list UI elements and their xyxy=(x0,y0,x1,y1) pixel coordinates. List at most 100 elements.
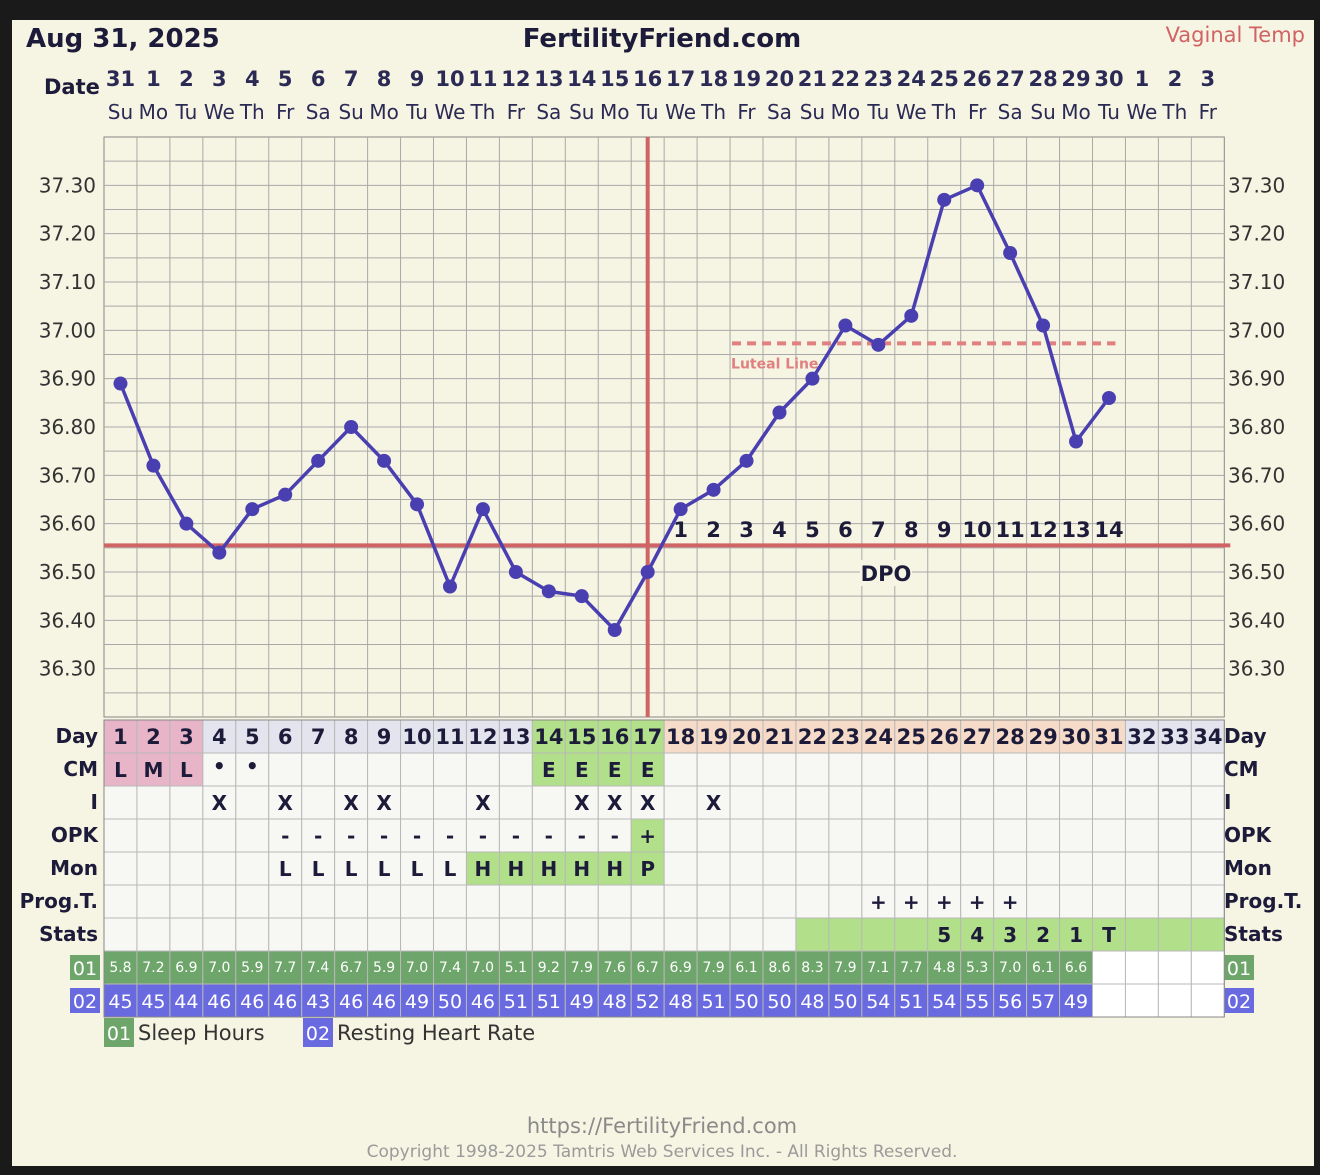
mon-cell xyxy=(828,851,863,886)
day-value: 5 xyxy=(245,725,260,749)
mon-cell xyxy=(1092,851,1126,886)
weekday-label: Su xyxy=(108,100,133,124)
hr-value: 46 xyxy=(207,991,231,1013)
opk-value: - xyxy=(446,824,454,848)
opk-cell xyxy=(696,818,731,853)
temp-point xyxy=(442,579,457,594)
stats-cell xyxy=(235,917,270,952)
mon-cell xyxy=(103,851,138,886)
cm-row-label-left: CM xyxy=(63,757,98,781)
y-tick-right: 36.60 xyxy=(1228,512,1285,536)
sleep-value: 7.0 xyxy=(406,960,428,976)
stats-cell xyxy=(498,917,533,952)
prog-cell xyxy=(828,884,863,919)
stats-cell xyxy=(1157,917,1192,952)
hr-value: 57 xyxy=(1031,991,1055,1013)
hr-value: 46 xyxy=(273,991,297,1013)
opk-cell xyxy=(235,818,270,853)
opk-cell xyxy=(828,818,863,853)
cm-cell xyxy=(433,752,467,787)
date-label: 7 xyxy=(344,67,359,91)
hr-value: 54 xyxy=(932,991,956,1013)
day-value: 22 xyxy=(798,725,827,749)
prog-cell xyxy=(268,884,303,919)
opk-value: + xyxy=(639,824,656,848)
temp-point xyxy=(278,487,293,502)
day-value: 33 xyxy=(1160,725,1189,749)
footer-url[interactable]: https://FertilityFriend.com xyxy=(527,1114,797,1138)
mon-cell xyxy=(696,851,731,886)
hr-value: 44 xyxy=(174,991,198,1013)
cm-cell xyxy=(762,752,797,787)
prog-value: + xyxy=(870,890,887,914)
opk-cell xyxy=(202,818,237,853)
date-label: 9 xyxy=(410,67,425,91)
sleep-value: 7.9 xyxy=(571,960,593,976)
hr-cell xyxy=(136,983,171,1018)
opk-value: - xyxy=(413,824,421,848)
stats-cell xyxy=(564,917,599,952)
temp-point xyxy=(739,453,754,468)
opk-value: - xyxy=(281,824,289,848)
opk-cell xyxy=(762,818,797,853)
day-cell xyxy=(433,719,467,754)
i-cell xyxy=(762,785,797,820)
i-cell xyxy=(927,785,962,820)
hr-cell xyxy=(202,983,237,1018)
date-label: 18 xyxy=(699,67,728,91)
date-label: 3 xyxy=(1201,67,1216,91)
cm-cell xyxy=(1026,752,1061,787)
sleep-value: 8.6 xyxy=(768,960,790,976)
sleep-value: 6.9 xyxy=(669,960,691,976)
mon-cell xyxy=(301,851,336,886)
cm-cell xyxy=(894,752,929,787)
hr-cell xyxy=(828,983,863,1018)
weekday-label: We xyxy=(896,100,927,124)
i-value: X xyxy=(706,791,722,815)
hr-cell xyxy=(400,983,434,1018)
date-label: 2 xyxy=(1168,67,1183,91)
date-label: 21 xyxy=(798,67,827,91)
stats-cell xyxy=(597,917,632,952)
stats-value: T xyxy=(1102,923,1116,947)
date-row-label: Date xyxy=(44,75,100,99)
sleep-cell xyxy=(993,950,1028,985)
mon-cell xyxy=(433,851,467,886)
weekday-label: Sa xyxy=(767,100,792,124)
stats-cell xyxy=(960,917,995,952)
sleep-cell xyxy=(498,950,533,985)
prog-cell xyxy=(762,884,797,919)
y-tick-left: 37.20 xyxy=(39,222,96,246)
opk-cell xyxy=(1157,818,1192,853)
sleep-value: 5.9 xyxy=(373,960,395,976)
opk-value: - xyxy=(314,824,322,848)
hr-value: 46 xyxy=(339,991,363,1013)
mon-cell xyxy=(1157,851,1192,886)
prog-cell xyxy=(433,884,467,919)
y-tick-right: 36.90 xyxy=(1228,367,1285,391)
opk-cell xyxy=(861,818,896,853)
sleep-row-tag-left xyxy=(70,955,100,980)
mon-cell xyxy=(1190,851,1225,886)
hr-cell xyxy=(762,983,797,1018)
i-cell xyxy=(828,785,863,820)
prog-value: + xyxy=(936,890,953,914)
mon-cell xyxy=(531,851,566,886)
i-value: X xyxy=(640,791,656,815)
i-cell xyxy=(400,785,434,820)
sleep-cell xyxy=(202,950,237,985)
sleep-cell xyxy=(465,950,500,985)
hr-value: 50 xyxy=(438,991,462,1013)
i-row-label-left: I xyxy=(91,790,98,814)
opk-cell xyxy=(1026,818,1061,853)
dpo-number: 4 xyxy=(772,518,787,542)
day-cell xyxy=(1059,719,1094,754)
hr-cell xyxy=(696,983,731,1018)
day-cell xyxy=(1124,719,1159,754)
day-value: 27 xyxy=(963,725,992,749)
cm-cell xyxy=(1124,752,1159,787)
prog-cell xyxy=(202,884,237,919)
i-cell xyxy=(1190,785,1225,820)
hr-value: 49 xyxy=(1064,991,1088,1013)
weekday-label: Su xyxy=(338,100,363,124)
